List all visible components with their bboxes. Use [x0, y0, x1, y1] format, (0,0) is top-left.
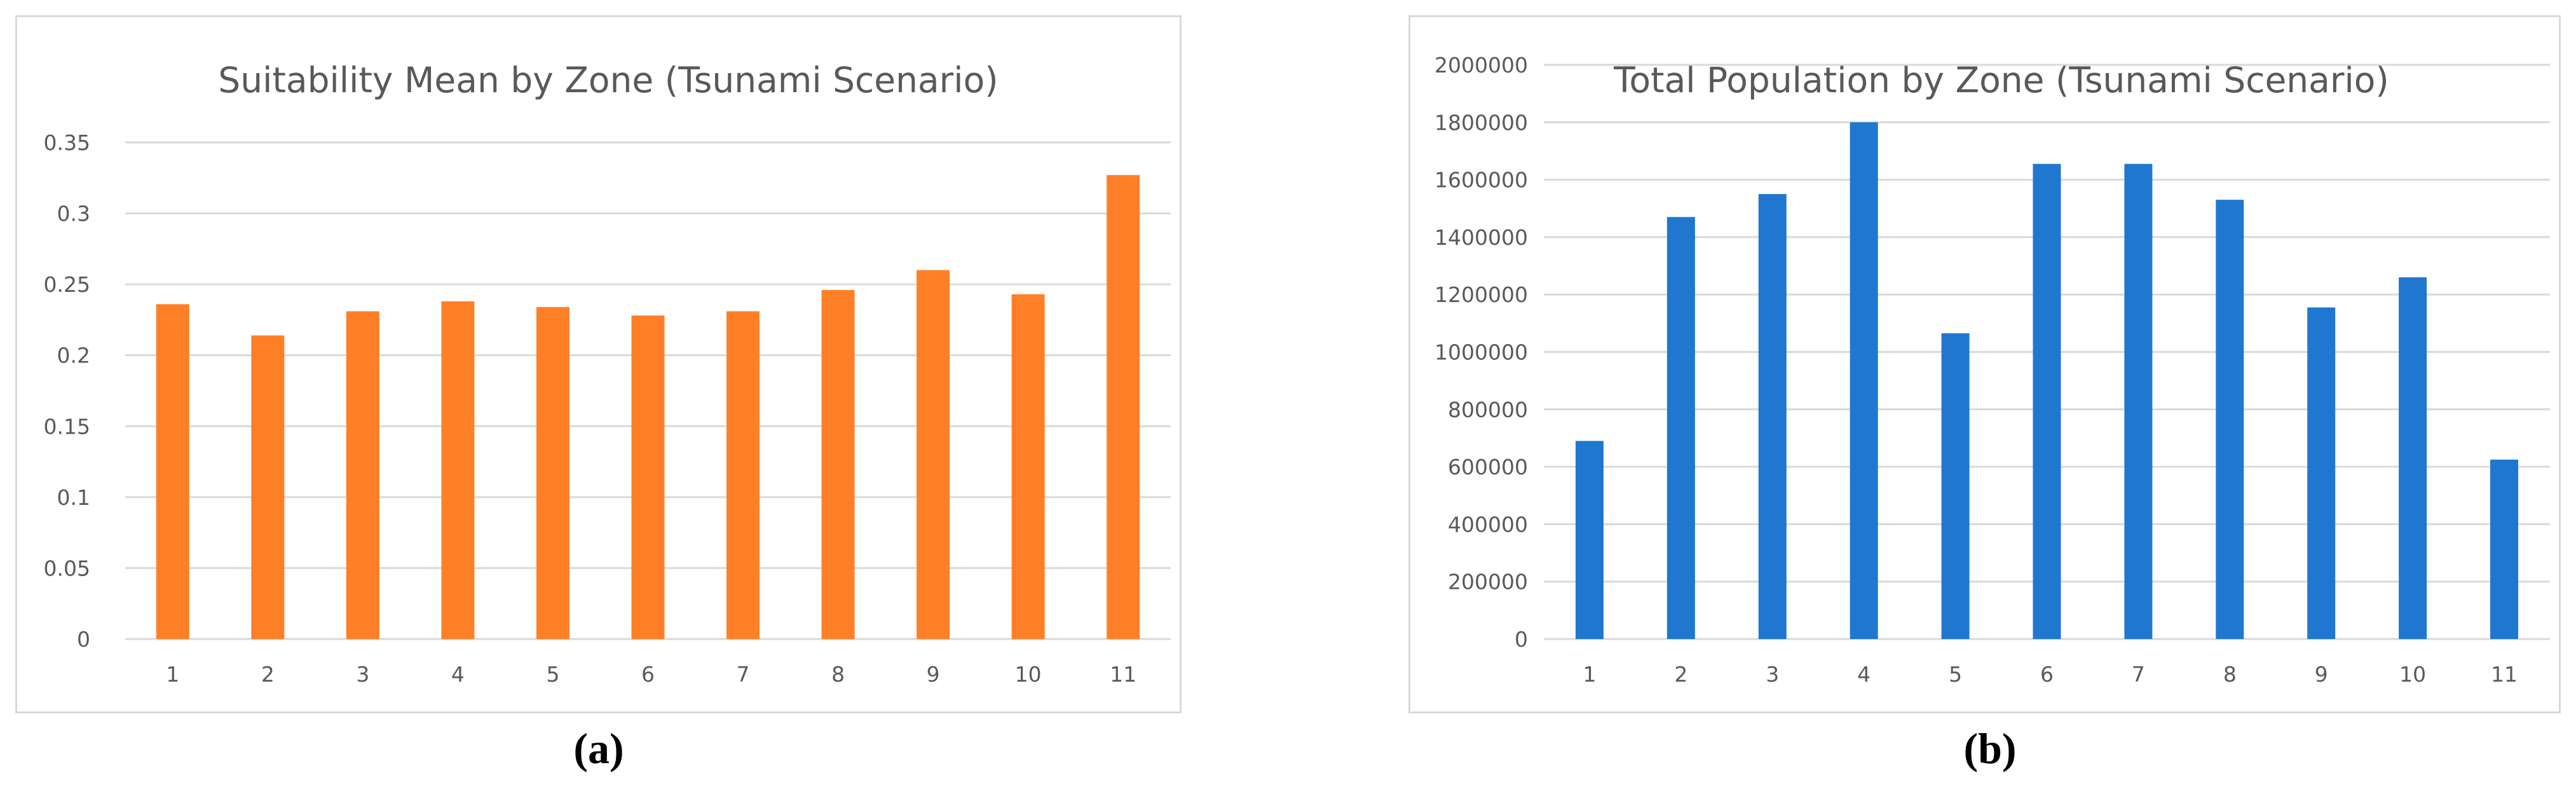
y-tick-label: 1800000	[1435, 110, 1528, 135]
suitability-chart: Suitability Mean by Zone (Tsunami Scenar…	[44, 60, 1171, 687]
x-tick-label: 3	[1766, 662, 1779, 687]
y-tick-label: 0.05	[44, 556, 90, 581]
y-tick-label: 0.25	[44, 272, 90, 297]
y-tick-label: 1400000	[1435, 225, 1528, 250]
bar	[917, 270, 950, 639]
x-tick-label: 7	[737, 662, 750, 687]
y-tick-label: 0.35	[44, 130, 90, 155]
x-tick-label: 11	[2491, 662, 2518, 687]
y-tick-label: 1000000	[1435, 340, 1528, 365]
x-tick-label: 2	[1674, 662, 1687, 687]
x-tick-label: 9	[2315, 662, 2328, 687]
bar	[1758, 194, 1787, 639]
bar	[821, 290, 855, 639]
bar	[631, 315, 665, 639]
bar	[2490, 459, 2519, 639]
y-tick-label: 0	[77, 627, 90, 652]
bar	[726, 311, 760, 639]
y-tick-label: 0.2	[57, 343, 90, 368]
bar	[2307, 307, 2336, 640]
bar	[1011, 294, 1045, 640]
y-tick-label: 2000000	[1435, 53, 1528, 78]
caption-a: (a)	[573, 724, 624, 773]
chart-panel-b: Total Population by Zone (Tsunami Scenar…	[1408, 15, 2561, 713]
chart-panel-a: Suitability Mean by Zone (Tsunami Scenar…	[15, 15, 1182, 713]
bar	[2124, 163, 2153, 639]
bar	[2216, 200, 2244, 640]
bar	[1666, 217, 1695, 639]
x-tick-label: 5	[1949, 662, 1962, 687]
bar	[2399, 277, 2427, 639]
x-tick-label: 9	[927, 662, 940, 687]
chart-title: Suitability Mean by Zone (Tsunami Scenar…	[218, 60, 998, 100]
y-tick-label: 800000	[1448, 397, 1528, 422]
y-tick-label: 200000	[1448, 570, 1528, 595]
x-tick-label: 10	[1015, 662, 1042, 687]
x-tick-label: 5	[546, 662, 559, 687]
bar	[251, 335, 285, 639]
y-tick-label: 600000	[1448, 455, 1528, 479]
x-tick-label: 4	[1857, 662, 1871, 687]
x-tick-label: 1	[1583, 662, 1596, 687]
chart-title: Total Population by Zone (Tsunami Scenar…	[1613, 60, 2389, 100]
y-tick-label: 0.1	[57, 485, 90, 510]
bar	[1107, 175, 1140, 639]
x-tick-label: 8	[2223, 662, 2237, 687]
x-tick-label: 2	[261, 662, 275, 687]
x-tick-label: 6	[2040, 662, 2054, 687]
x-tick-label: 1	[166, 662, 179, 687]
y-tick-label: 1600000	[1435, 168, 1528, 193]
population-chart: Total Population by Zone (Tsunami Scenar…	[1435, 53, 2550, 687]
x-tick-label: 3	[356, 662, 369, 687]
y-tick-label: 0	[1515, 627, 1528, 652]
x-tick-label: 11	[1110, 662, 1136, 687]
x-tick-label: 10	[2399, 662, 2426, 687]
y-tick-label: 1200000	[1435, 282, 1528, 307]
x-tick-label: 6	[641, 662, 655, 687]
bar	[1575, 441, 1604, 639]
x-tick-label: 7	[2132, 662, 2145, 687]
bar	[2033, 163, 2061, 639]
y-tick-label: 0.15	[44, 414, 90, 439]
bar	[346, 311, 379, 639]
x-tick-label: 4	[451, 662, 465, 687]
y-tick-label: 400000	[1448, 512, 1528, 537]
bar	[536, 306, 569, 639]
bar	[441, 301, 475, 639]
x-tick-label: 8	[831, 662, 845, 687]
bar	[1850, 122, 1878, 640]
bar	[1941, 333, 1970, 639]
y-tick-label: 0.3	[57, 202, 90, 226]
caption-b: (b)	[1963, 724, 2017, 773]
bar	[156, 304, 189, 640]
